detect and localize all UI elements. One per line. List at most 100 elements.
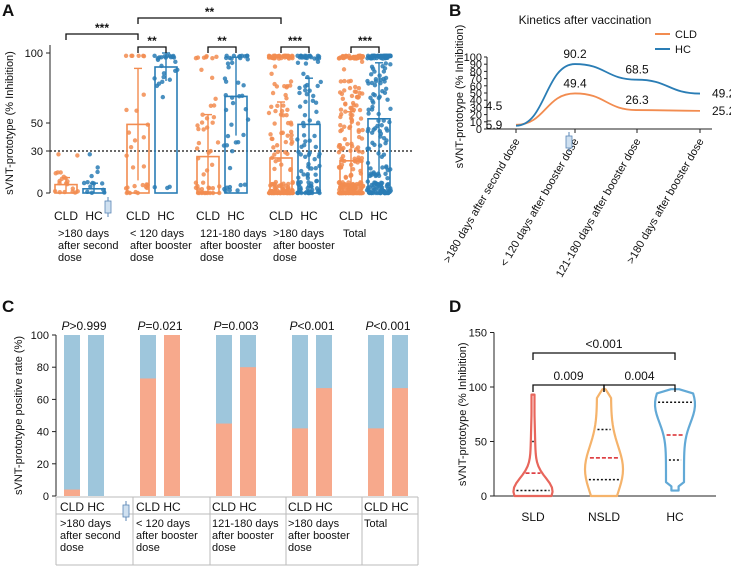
hc-point (381, 118, 386, 123)
hc-point (227, 187, 232, 193)
y-axis-label: sVNT-prototype (% Inhibition) (457, 342, 469, 486)
x-tick-label: SLD (521, 510, 545, 524)
y-tick-label: 0 (476, 124, 482, 136)
cld-point (290, 190, 295, 196)
hc-point (303, 139, 308, 144)
cld-point (57, 189, 63, 195)
sld-violin (512, 393, 554, 498)
hc-point (374, 184, 380, 189)
hc-point (299, 190, 304, 196)
hc-point (365, 129, 371, 134)
hc-point (303, 154, 308, 159)
cld-point (359, 59, 365, 64)
hc-point (229, 60, 235, 66)
hc-point (227, 165, 233, 171)
cld-point (342, 124, 347, 129)
y-tick-label: 100 (25, 48, 43, 60)
cld-point (282, 83, 287, 89)
cld-point (286, 186, 291, 191)
cld-point (356, 85, 362, 91)
hc-x-label: HC (227, 209, 245, 223)
panel-b: Kinetics after vaccination 01020304050607… (441, 13, 731, 280)
cld-point (124, 153, 129, 158)
hc-point (370, 66, 376, 72)
hc-point (315, 188, 321, 194)
hc-point (384, 165, 389, 170)
group-label: dose (288, 542, 312, 554)
hc-x-label: HC (87, 500, 105, 514)
cld-point (360, 150, 365, 155)
comparison-p-value: 0.004 (624, 369, 654, 383)
hc-data-label: 49.2 (712, 87, 731, 101)
cld-point (337, 179, 342, 185)
hc-point (171, 53, 176, 59)
cld-point (285, 120, 291, 126)
cld-point (283, 92, 288, 98)
hc-point (238, 182, 243, 188)
cld-point (194, 146, 200, 151)
cld-point (347, 85, 353, 91)
p-number: <0.001 (373, 319, 410, 333)
p-number: <0.001 (297, 319, 334, 333)
y-axis-label: sVNT-prototype positive rate (%) (13, 336, 25, 495)
cld-point (338, 165, 343, 170)
hc-point (384, 53, 389, 59)
hc-point (372, 92, 377, 98)
cld-point (336, 150, 342, 155)
y-tick-label: 60 (37, 394, 49, 406)
hc-point (229, 95, 235, 100)
cld-point (124, 107, 129, 113)
cld-point (136, 53, 141, 58)
hc-point (95, 165, 100, 170)
hc-point (173, 59, 178, 65)
hc-point (385, 97, 390, 102)
hc-point (314, 109, 319, 115)
cld-point (353, 84, 358, 90)
group-label: after booster (212, 530, 274, 542)
cld-data-label: 26.3 (625, 93, 649, 107)
y-tick-label: 40 (37, 427, 49, 439)
hc-point (296, 175, 301, 180)
hc-point (313, 100, 319, 105)
group-label: < 120 days (130, 228, 185, 240)
hc-point (225, 133, 231, 139)
cld-point (359, 136, 365, 141)
hc-point (296, 181, 301, 187)
hc-data-label: 68.5 (625, 63, 649, 77)
hc-x-label: HC (157, 209, 175, 223)
cld-point (340, 158, 345, 163)
cld-point (358, 116, 364, 121)
cld-point (340, 55, 346, 60)
cld-point (200, 180, 206, 185)
group-label: after booster (200, 240, 262, 252)
cld-point (338, 122, 343, 128)
legend-label-cld: CLD (675, 29, 697, 41)
cld-point (338, 114, 343, 120)
cld-point (337, 90, 343, 95)
hc-point (378, 53, 384, 58)
hc-point (230, 148, 235, 154)
hc-point (382, 66, 388, 71)
cld-point (195, 190, 201, 196)
cld-point (358, 171, 364, 176)
cld-point (210, 120, 215, 125)
cld-point (352, 54, 357, 60)
cld-point (207, 190, 213, 196)
cld-point (286, 56, 292, 61)
hc-point (298, 152, 303, 157)
y-tick-label: 50 (475, 437, 487, 449)
hc-point (310, 98, 316, 104)
cld-point (281, 190, 286, 196)
p-symbol: P (289, 319, 297, 333)
hc-point (81, 180, 87, 186)
cld-point (199, 120, 205, 125)
cld-point (338, 146, 344, 151)
hc-point (373, 76, 379, 82)
hc-point (230, 100, 236, 106)
y-tick-label: 0 (43, 491, 49, 503)
hc-point (307, 138, 312, 143)
hc-x-label: HC (163, 500, 181, 514)
cld-point (338, 107, 344, 112)
cld-point (343, 102, 348, 107)
hc-point (85, 189, 90, 195)
